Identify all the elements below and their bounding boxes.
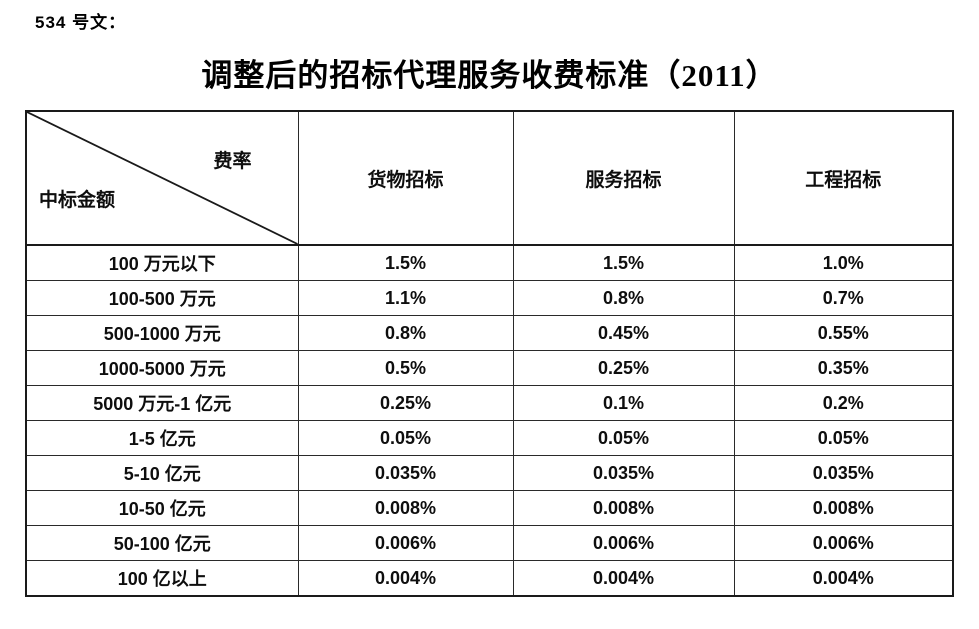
header-row: 费率 中标金额 货物招标 服务招标 工程招标	[25, 110, 954, 246]
fee-rate-cell: 0.2%	[733, 385, 954, 421]
table-row: 1000-5000 万元 0.5% 0.25% 0.35%	[25, 350, 954, 386]
fee-rate-cell: 0.45%	[512, 315, 735, 351]
row-label-amount-range: 50-100 亿元	[25, 525, 299, 561]
column-header-service-bidding: 服务招标	[512, 110, 735, 246]
fee-table-body: 100 万元以下 1.5% 1.5% 1.0% 100-500 万元 1.1% 0.8% 0.…	[25, 244, 954, 597]
fee-rate-cell: 0.035%	[297, 455, 514, 491]
row-label-amount-range: 1-5 亿元	[25, 420, 299, 456]
fee-rate-cell: 0.8%	[297, 315, 514, 351]
table-row: 100-500 万元 1.1% 0.8% 0.7%	[25, 280, 954, 316]
fee-rate-cell: 0.006%	[512, 525, 735, 561]
fee-rate-cell: 0.25%	[512, 350, 735, 386]
fee-rate-cell: 0.55%	[733, 315, 954, 351]
fee-rate-cell: 0.006%	[297, 525, 514, 561]
row-label-amount-range: 5000 万元-1 亿元	[25, 385, 299, 421]
fee-rate-cell: 0.004%	[733, 560, 954, 597]
table-row: 10-50 亿元 0.008% 0.008% 0.008%	[25, 490, 954, 526]
row-label-amount-range: 100 亿以上	[25, 560, 299, 597]
row-label-amount-range: 5-10 亿元	[25, 455, 299, 491]
fee-rate-cell: 0.004%	[297, 560, 514, 597]
fee-rate-cell: 1.5%	[297, 244, 514, 281]
fee-rate-cell: 0.8%	[512, 280, 735, 316]
fee-rate-cell: 0.035%	[512, 455, 735, 491]
fee-rate-cell: 0.006%	[733, 525, 954, 561]
fee-rate-cell: 0.05%	[733, 420, 954, 456]
column-header-engineering-bidding: 工程招标	[733, 110, 954, 246]
fee-rate-cell: 1.5%	[512, 244, 735, 281]
table-row: 1-5 亿元 0.05% 0.05% 0.05%	[25, 420, 954, 456]
table-row: 500-1000 万元 0.8% 0.45% 0.55%	[25, 315, 954, 351]
diagonal-divider-line	[27, 112, 298, 244]
fee-rate-table: 费率 中标金额 货物招标 服务招标 工程招标 100 万元以下 1.5% 1.5% 1…	[25, 110, 954, 597]
fee-rate-cell: 0.05%	[297, 420, 514, 456]
fee-rate-cell: 1.0%	[733, 244, 954, 281]
fee-rate-cell: 0.035%	[733, 455, 954, 491]
fee-rate-cell: 0.004%	[512, 560, 735, 597]
row-label-amount-range: 100-500 万元	[25, 280, 299, 316]
fee-rate-cell: 0.008%	[297, 490, 514, 526]
fee-rate-cell: 0.25%	[297, 385, 514, 421]
fee-rate-cell: 0.008%	[512, 490, 735, 526]
row-label-amount-range: 10-50 亿元	[25, 490, 299, 526]
page-title: 调整后的招标代理服务收费标准（2011）	[201, 58, 778, 93]
diagonal-header-cell: 费率 中标金额	[25, 110, 299, 246]
document-ref-number: 534 号文：	[35, 13, 127, 32]
row-label-amount-range: 500-1000 万元	[25, 315, 299, 351]
table-row: 5-10 亿元 0.035% 0.035% 0.035%	[25, 455, 954, 491]
table-row: 100 亿以上 0.004% 0.004% 0.004%	[25, 560, 954, 597]
fee-rate-cell: 0.5%	[297, 350, 514, 386]
column-header-goods-bidding: 货物招标	[297, 110, 514, 246]
corner-label-fee-rate: 费率	[213, 151, 252, 172]
fee-rate-cell: 0.1%	[512, 385, 735, 421]
fee-rate-cell: 1.1%	[297, 280, 514, 316]
fee-rate-cell: 0.7%	[733, 280, 954, 316]
row-label-amount-range: 1000-5000 万元	[25, 350, 299, 386]
table-row: 50-100 亿元 0.006% 0.006% 0.006%	[25, 525, 954, 561]
fee-rate-cell: 0.008%	[733, 490, 954, 526]
fee-rate-cell: 0.05%	[512, 420, 735, 456]
table-row: 5000 万元-1 亿元 0.25% 0.1% 0.2%	[25, 385, 954, 421]
fee-rate-cell: 0.35%	[733, 350, 954, 386]
row-label-amount-range: 100 万元以下	[25, 244, 299, 281]
table-row: 100 万元以下 1.5% 1.5% 1.0%	[25, 244, 954, 281]
corner-label-award-amount: 中标金额	[39, 190, 116, 211]
